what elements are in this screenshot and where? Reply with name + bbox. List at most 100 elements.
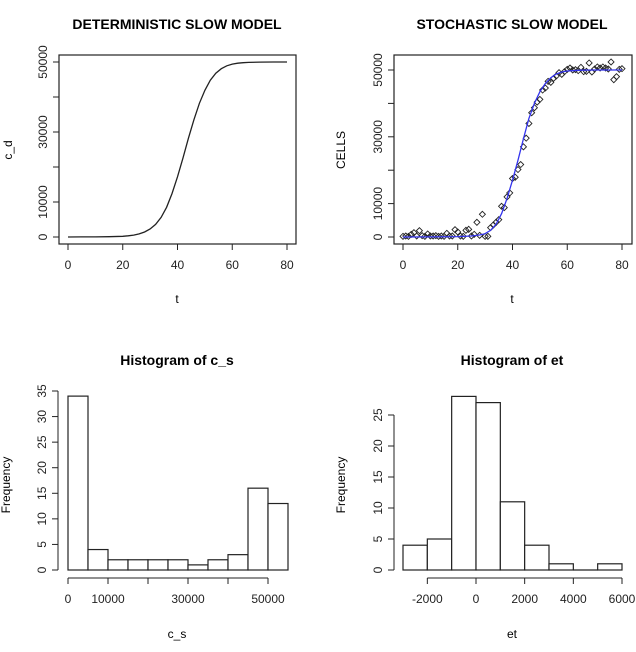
x-tick-label: 80 — [615, 258, 629, 272]
chart-title: DETERMINISTIC SLOW MODEL — [72, 16, 282, 32]
x-tick-label: 10000 — [91, 592, 125, 606]
histogram-bar — [247, 487, 269, 571]
y-tick-label: 35 — [35, 384, 49, 398]
histogram-bar — [147, 559, 169, 571]
x-tick-label: 6000 — [609, 592, 636, 606]
histogram-bar — [187, 564, 209, 571]
y-tick-label: 0 — [35, 566, 49, 573]
x-tick-label: 0 — [65, 592, 72, 606]
y-tick-label: 30000 — [371, 120, 385, 154]
x-tick-label: 0 — [400, 258, 407, 272]
data-point — [481, 232, 489, 240]
data-point — [610, 76, 618, 84]
y-axis-label: CELLS — [334, 131, 348, 169]
plot-box — [58, 54, 297, 245]
data-point — [612, 73, 621, 81]
data-point — [517, 160, 525, 169]
hist-et-panel: Histogram of et et Frequency -2000 0 2000 4… — [334, 352, 636, 641]
x-tick-label: 0 — [65, 258, 72, 272]
chart-title: Histogram of c_s — [120, 352, 234, 368]
data-point — [404, 232, 413, 240]
data-point — [429, 232, 437, 240]
data-point — [478, 210, 487, 218]
data-point — [459, 232, 467, 240]
data-point — [473, 218, 481, 226]
data-point — [547, 78, 555, 86]
y-tick-label: 15 — [371, 470, 385, 484]
histogram-bar — [524, 544, 550, 571]
y-tick-label: 10000 — [36, 185, 50, 219]
x-tick-label: 40 — [171, 258, 185, 272]
plot-box — [393, 54, 633, 245]
histogram-bar — [127, 559, 149, 571]
y-tick-label: 5 — [371, 535, 385, 542]
x-tick-label: 2000 — [511, 592, 538, 606]
data-point — [500, 203, 508, 212]
histogram-bar — [548, 563, 574, 571]
x-tick-label: 30000 — [171, 592, 205, 606]
histogram-bar — [475, 402, 501, 571]
data-point — [506, 189, 514, 197]
data-point — [596, 64, 604, 72]
x-tick-label: 60 — [226, 258, 240, 272]
data-point — [421, 232, 429, 240]
data-point — [413, 232, 421, 240]
y-tick-label: 5 — [35, 541, 49, 548]
x-tick-label: 20 — [451, 258, 465, 272]
data-point — [528, 109, 536, 117]
data-point — [448, 232, 456, 240]
histogram-bar — [67, 395, 89, 571]
data-point — [563, 65, 571, 73]
data-point — [434, 232, 443, 240]
series-line — [67, 61, 287, 238]
histogram-bar — [499, 501, 526, 571]
y-tick-label: 0 — [371, 566, 385, 573]
x-tick-label: -2000 — [412, 592, 443, 606]
data-point — [426, 232, 435, 240]
data-point — [467, 232, 476, 240]
x-axis-label: c_s — [168, 627, 187, 641]
chart-title: Histogram of et — [461, 352, 564, 368]
histogram-bar — [107, 559, 129, 571]
y-tick-label: 10 — [371, 501, 385, 515]
y-tick-label: 0 — [371, 233, 385, 240]
histogram-bar — [167, 559, 189, 571]
data-point — [456, 232, 465, 240]
y-tick-label: 10000 — [371, 187, 385, 221]
hist-cs-panel: Histogram of c_s c_s Frequency 0 10000 300… — [0, 352, 289, 641]
y-tick-label: 20 — [371, 439, 385, 453]
histogram-bar — [267, 502, 289, 571]
y-tick-label: 25 — [35, 435, 49, 449]
data-point — [454, 228, 462, 236]
data-point — [484, 232, 492, 240]
data-point — [538, 86, 547, 94]
histogram-bar — [227, 554, 249, 571]
y-axis-label: Frequency — [334, 457, 348, 514]
fit-line — [402, 69, 622, 238]
histogram-bar — [451, 395, 477, 571]
x-axis-label: t — [510, 292, 514, 306]
y-tick-label: 10 — [35, 512, 49, 526]
histogram-bar — [402, 544, 428, 571]
data-point — [445, 232, 454, 240]
x-tick-label: 0 — [473, 592, 480, 606]
data-point — [399, 232, 407, 240]
data-point — [470, 230, 478, 238]
data-point — [569, 66, 577, 74]
histogram-bar — [426, 538, 453, 571]
y-tick-label: 25 — [371, 408, 385, 422]
chart-title: STOCHASTIC SLOW MODEL — [416, 16, 608, 32]
y-tick-label: 20 — [35, 461, 49, 475]
x-tick-label: 80 — [280, 258, 294, 272]
data-point — [530, 104, 539, 112]
data-point — [402, 232, 410, 240]
histogram-bar — [87, 548, 109, 571]
x-axis-label: t — [175, 292, 179, 306]
y-tick-label: 0 — [36, 233, 50, 240]
y-tick-label: 50000 — [36, 45, 50, 79]
stochastic-panel: STOCHASTIC SLOW MODEL t CELLS 0 20 40 60 80 0… — [334, 16, 633, 306]
y-axis-label: Frequency — [0, 457, 13, 514]
data-point — [525, 119, 533, 128]
y-tick-label: 15 — [35, 486, 49, 500]
